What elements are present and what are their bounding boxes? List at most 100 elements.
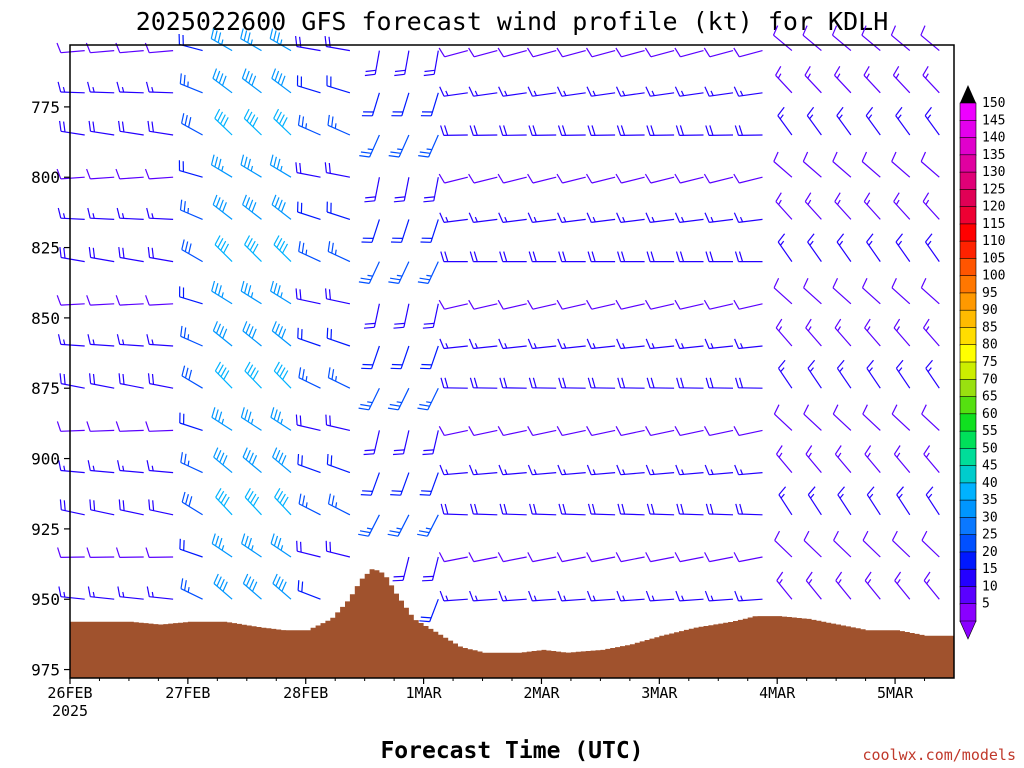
barb-flag xyxy=(146,460,150,471)
barb-flag xyxy=(469,590,474,602)
wind-barb xyxy=(529,503,557,516)
barb-flag xyxy=(440,125,445,136)
barb-flag xyxy=(57,547,62,558)
wind-barb xyxy=(359,134,380,158)
colorbar-swatch xyxy=(959,206,977,225)
wind-barb xyxy=(179,538,203,558)
barb-staff xyxy=(836,367,852,389)
barb-flag xyxy=(222,117,229,127)
barb-flag xyxy=(423,449,434,452)
wind-barb xyxy=(675,125,704,136)
wind-barb xyxy=(326,75,351,94)
barb-flag xyxy=(439,212,445,223)
barb-flag xyxy=(246,111,253,122)
wind-barb xyxy=(528,377,557,389)
barb-staff xyxy=(179,548,203,558)
barb-staff xyxy=(738,429,763,436)
y-tick-label: 950 xyxy=(31,590,60,609)
wind-barb xyxy=(180,325,203,347)
wind-barb xyxy=(805,571,822,600)
barb-half-flag xyxy=(121,213,125,219)
barb-flag xyxy=(281,455,287,466)
barb-staff xyxy=(738,303,763,310)
wind-barb xyxy=(772,25,793,52)
barb-staff xyxy=(832,287,852,305)
colorbar-swatch xyxy=(959,534,977,553)
barb-half-flag xyxy=(504,216,508,223)
barb-half-flag xyxy=(563,90,567,96)
wind-barb xyxy=(925,486,940,516)
wind-barb xyxy=(866,233,881,262)
wind-barb xyxy=(895,359,911,389)
barb-flag xyxy=(295,288,298,299)
wind-barb xyxy=(803,278,822,305)
barb-staff xyxy=(444,176,468,184)
wind-barb xyxy=(438,426,468,436)
barb-flag xyxy=(300,541,302,553)
barb-half-flag xyxy=(622,343,626,349)
wind-barb xyxy=(733,47,763,58)
wind-barb xyxy=(804,65,822,94)
barb-staff xyxy=(212,204,233,220)
barb-flag xyxy=(242,447,248,458)
barb-half-flag xyxy=(838,240,844,246)
wind-barb xyxy=(214,108,233,136)
wind-barb xyxy=(587,251,616,263)
barb-flag xyxy=(616,464,622,475)
barb-flag xyxy=(556,552,563,562)
barb-staff xyxy=(433,177,439,201)
wind-barb xyxy=(704,86,734,97)
barb-staff xyxy=(60,50,85,54)
barb-flag xyxy=(616,212,622,223)
wind-barb xyxy=(213,573,233,600)
wind-barb xyxy=(147,247,174,263)
barb-flag xyxy=(272,573,278,584)
barb-flag xyxy=(587,377,592,388)
barb-flag xyxy=(527,212,533,223)
barb-flag xyxy=(807,486,816,496)
barb-flag xyxy=(214,156,219,168)
wind-barb xyxy=(923,571,940,600)
barb-flag xyxy=(645,552,652,562)
barb-flag xyxy=(212,68,218,79)
wind-barb xyxy=(297,201,321,220)
wind-barb xyxy=(498,464,527,476)
barb-flag xyxy=(617,503,622,515)
barb-flag xyxy=(122,373,125,385)
wind-barb xyxy=(615,426,645,436)
barb-flag xyxy=(734,251,740,262)
barb-staff xyxy=(679,429,704,436)
barb-flag xyxy=(214,235,221,245)
barb-half-flag xyxy=(504,469,508,475)
barb-staff xyxy=(119,303,144,306)
wind-barb xyxy=(145,81,174,94)
barb-half-flag xyxy=(592,90,596,96)
barb-flag xyxy=(183,201,186,212)
barb-staff xyxy=(119,176,144,180)
barb-half-flag xyxy=(896,579,901,585)
barb-flag xyxy=(645,86,651,97)
wind-barb xyxy=(145,547,174,558)
barb-half-flag xyxy=(838,114,843,120)
wind-barb xyxy=(270,407,292,431)
barb-flag xyxy=(244,487,251,498)
barb-staff xyxy=(891,287,911,305)
barb-half-flag xyxy=(445,469,449,475)
barb-flag xyxy=(836,106,844,116)
barb-half-flag xyxy=(895,199,900,205)
barb-flag xyxy=(116,81,121,93)
barb-flag xyxy=(217,490,225,501)
barb-half-flag xyxy=(474,595,478,601)
wind-barb xyxy=(439,86,468,97)
barb-half-flag xyxy=(221,39,224,45)
barb-flag xyxy=(703,47,711,58)
barb-flag xyxy=(804,192,812,202)
wind-barb xyxy=(298,367,321,389)
wind-barb xyxy=(240,154,262,178)
barb-staff xyxy=(90,343,115,347)
barb-staff xyxy=(532,176,557,184)
barb-flag xyxy=(704,464,710,475)
wind-barb xyxy=(360,472,380,496)
wind-barb xyxy=(327,367,351,389)
wind-barb xyxy=(923,445,940,473)
